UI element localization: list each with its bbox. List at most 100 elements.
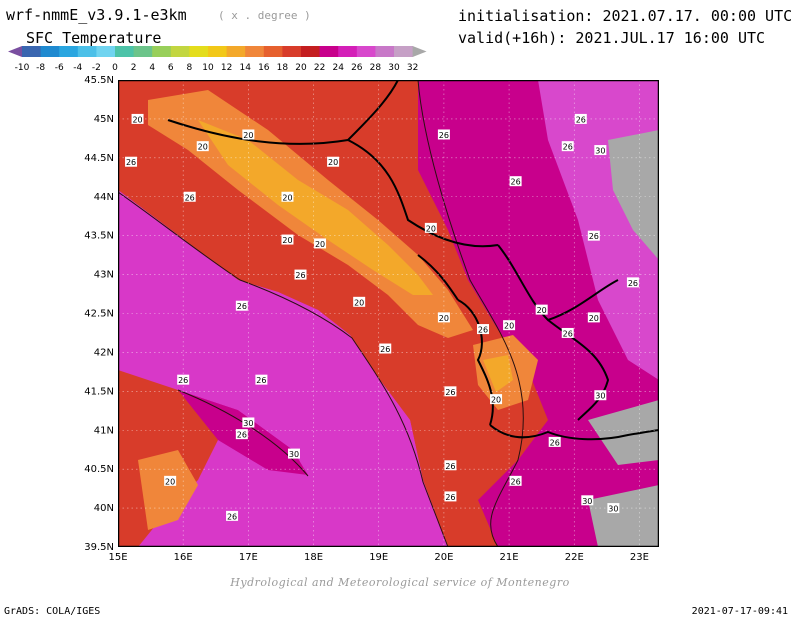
contour-label: 30 — [242, 417, 255, 428]
latitude-tick-label: 43.5N — [84, 231, 114, 242]
colorbar-segment — [301, 46, 321, 57]
render-timestamp: 2021-07-17-09:41 — [691, 606, 788, 617]
svg-text:20: 20 — [354, 298, 364, 307]
contour-label: 26 — [294, 269, 307, 280]
svg-text:26: 26 — [550, 438, 560, 447]
svg-text:26: 26 — [185, 193, 195, 202]
contour-label: 30 — [287, 448, 300, 459]
contour-label: 30 — [594, 390, 607, 401]
colorbar-tick-label: 4 — [149, 63, 155, 73]
latitude-tick-label: 44N — [94, 192, 114, 203]
latitude-tick-label: 40.5N — [84, 464, 114, 475]
colorbar-tick-label: 6 — [168, 63, 174, 73]
colorbar-tick-label: 16 — [258, 63, 270, 73]
svg-text:20: 20 — [198, 143, 208, 152]
colorbar-segment — [394, 46, 414, 57]
colorbar-segment — [245, 46, 265, 57]
svg-text:26: 26 — [126, 158, 136, 167]
contour-label: 26 — [125, 156, 138, 167]
svg-text:26: 26 — [628, 279, 638, 288]
svg-text:20: 20 — [589, 314, 599, 323]
colorbar-segment — [96, 46, 116, 57]
svg-text:20: 20 — [328, 158, 338, 167]
temperature-colorbar: -10 -8 -6 -4 -2 0 2 4 6 8 10 12 14 16 18 20 22 24 26 28 30 32 — [8, 46, 427, 73]
svg-text:26: 26 — [445, 493, 455, 502]
colorbar-tick-label: 8 — [187, 63, 193, 73]
colorbar-tick-label: 2 — [131, 63, 137, 73]
svg-text:26: 26 — [439, 131, 449, 140]
svg-text:30: 30 — [595, 147, 605, 156]
contour-label: 26 — [587, 230, 600, 241]
svg-text:30: 30 — [608, 505, 618, 514]
svg-text:20: 20 — [165, 477, 175, 486]
contour-label: 20 — [490, 394, 503, 405]
contour-label: 26 — [444, 460, 457, 471]
longitude-tick-label: 19E — [369, 552, 388, 563]
svg-text:20: 20 — [504, 322, 514, 331]
model-subtitle: ( x . degree ) — [218, 9, 311, 22]
latitude-tick-label: 42.5N — [84, 309, 114, 320]
svg-text:26: 26 — [445, 388, 455, 397]
italy-sole-land — [138, 450, 198, 530]
longitude-tick-label: 16E — [174, 552, 193, 563]
svg-text:30: 30 — [595, 392, 605, 401]
contour-label: 26 — [444, 386, 457, 397]
grey-hot-patch-south — [588, 400, 659, 465]
contour-label: 20 — [281, 234, 294, 245]
svg-text:20: 20 — [537, 306, 547, 315]
contour-label: 26 — [255, 374, 268, 385]
colorbar-segment — [208, 46, 228, 57]
longitude-tick-label: 21E — [500, 552, 519, 563]
colorbar-tick-label: -10 — [15, 63, 30, 73]
svg-text:20: 20 — [491, 396, 501, 405]
colorbar-tick-label: 10 — [202, 63, 214, 73]
svg-text:26: 26 — [478, 326, 488, 335]
contour-label: 20 — [353, 296, 366, 307]
longitude-tick-label: 18E — [304, 552, 323, 563]
colorbar-tick-label: -4 — [73, 63, 82, 73]
svg-text:30: 30 — [289, 450, 299, 459]
latitude-tick-label: 45.5N — [84, 75, 114, 86]
svg-text:20: 20 — [132, 115, 142, 124]
colorbar-segment — [22, 46, 42, 57]
contour-label: 26 — [379, 343, 392, 354]
svg-text:20: 20 — [282, 236, 292, 245]
colorbar-tick-label: 0 — [112, 63, 118, 73]
longitude-tick-label: 22E — [565, 552, 584, 563]
svg-text:20: 20 — [282, 193, 292, 202]
contour-label: 20 — [424, 222, 437, 233]
contour-label: 20 — [164, 475, 177, 486]
colorbar-tick-label: 26 — [351, 63, 363, 73]
svg-text:26: 26 — [237, 431, 247, 440]
mountain-coolest-band — [198, 120, 433, 295]
latitude-tick-label: 41N — [94, 425, 114, 436]
colorbar-over-arrow — [412, 46, 427, 57]
contour-label: 20 — [196, 141, 209, 152]
svg-text:26: 26 — [256, 376, 266, 385]
colorbar-tick-label: 18 — [277, 63, 289, 73]
contour-label: 26 — [509, 176, 522, 187]
colorbar-tick-label: 22 — [314, 63, 325, 73]
contour-label: 20 — [437, 312, 450, 323]
albania-coolest-patch — [483, 355, 513, 392]
svg-text:26: 26 — [511, 178, 521, 187]
initialisation-time: initialisation: 2021.07.17. 00:00 UTC — [458, 7, 793, 25]
colorbar-segment — [282, 46, 302, 57]
colorbar-segment — [356, 46, 376, 57]
contour-label: 20 — [131, 113, 144, 124]
contour-label: 20 — [327, 156, 340, 167]
field-title: SFC Temperature — [26, 29, 162, 47]
colorbar-tick-label: 30 — [388, 63, 400, 73]
latitude-tick-label: 45N — [94, 114, 114, 125]
latitude-tick-label: 39.5N — [84, 542, 114, 553]
contour-label: 20 — [535, 304, 548, 315]
svg-text:20: 20 — [315, 240, 325, 249]
contour-label: 26 — [561, 141, 574, 152]
colorbar-tick-label: -2 — [92, 63, 101, 73]
colorbar-segment — [375, 46, 395, 57]
contour-label: 26 — [235, 300, 248, 311]
model-title: wrf-nmmE_v3.9.1-e3km — [6, 6, 187, 24]
colorbar-segment — [40, 46, 60, 57]
colorbar-tick-label: 12 — [221, 63, 232, 73]
longitude-tick-label: 15E — [108, 552, 127, 563]
